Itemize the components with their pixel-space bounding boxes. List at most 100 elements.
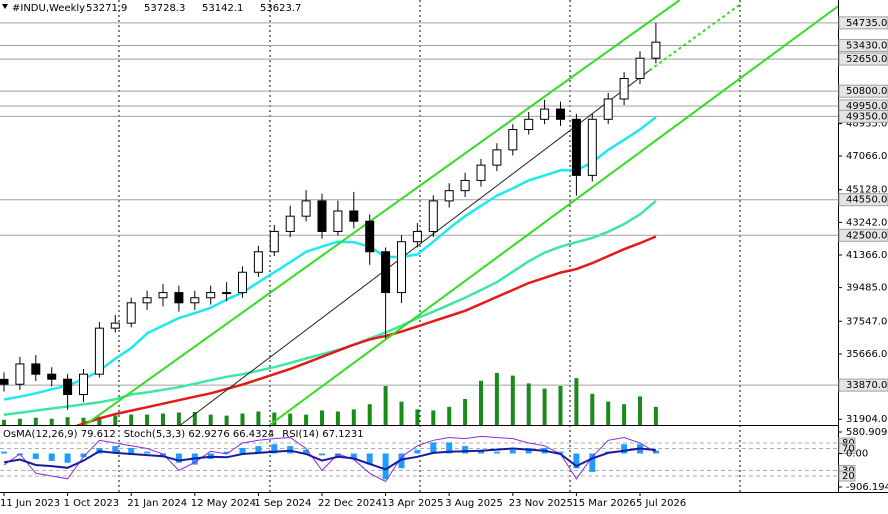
osc-level-box: [838, 470, 856, 482]
volume-bar: [256, 411, 261, 425]
x-tick-label: 15 Mar 2026: [572, 498, 635, 509]
indicator-label: RSI(14) 67.1231: [282, 429, 363, 440]
volume-bar: [558, 386, 563, 425]
osma-bar: [223, 451, 230, 454]
candle-body: [508, 129, 518, 151]
candle-body: [381, 251, 391, 294]
oscillator-plot: [0, 435, 838, 483]
candle-body: [397, 241, 406, 294]
volume-bar: [208, 414, 213, 425]
trend-line: [648, 3, 741, 72]
moving-average: [75, 235, 657, 425]
y-tick-label: 47066.0: [846, 151, 887, 162]
candle-body: [174, 292, 184, 304]
x-tick-label: 1 Oct 2023: [64, 498, 119, 509]
volume-bar: [351, 409, 356, 425]
volume-bar: [590, 393, 595, 425]
candle-body: [206, 292, 216, 299]
volume-bar: [415, 409, 420, 425]
x-tick-label: 23 Nov 2025: [509, 498, 573, 509]
osma-bar: [271, 444, 278, 454]
volume-bar: [526, 383, 531, 425]
volume-bar: [431, 410, 436, 425]
level-label: 54735.0: [846, 18, 887, 29]
x-tick-label: 5 Jul 2026: [636, 498, 686, 509]
candle-body: [269, 230, 279, 253]
volume-bar: [192, 412, 197, 425]
candle-body: [540, 108, 550, 120]
candle-body: [0, 378, 9, 385]
candle-body: [31, 363, 41, 375]
trend-line: [84, 0, 681, 425]
volume-bar: [97, 416, 102, 425]
main-plot: [0, 0, 838, 425]
candle-body: [619, 78, 629, 100]
level-label-box: [838, 39, 888, 53]
volume-bar: [367, 404, 372, 425]
candle-body: [603, 98, 613, 120]
volume-bar: [81, 417, 86, 425]
candle-body: [142, 297, 152, 304]
level-label: 52650.0: [846, 54, 887, 65]
osma-bar: [319, 453, 325, 456]
x-tick-label: 12 May 2024: [191, 498, 256, 509]
volume-bar: [542, 388, 547, 425]
volume-bar: [224, 415, 229, 425]
volume-bar: [49, 418, 54, 425]
volume-bar: [638, 396, 642, 425]
x-tick-label: 11 Jun 2023: [0, 498, 60, 509]
osma-bar: [493, 451, 500, 454]
level-label: 44550.0: [846, 195, 887, 206]
osc-level-label: 70: [842, 444, 855, 455]
candle-body: [63, 378, 73, 395]
candle-body: [492, 149, 502, 166]
osma-bar: [175, 453, 182, 463]
candle-body: [317, 200, 327, 232]
volume-bar: [510, 375, 515, 425]
level-label-box: [838, 193, 888, 207]
osma-bar: [48, 453, 55, 461]
osma-bar: [1, 451, 7, 454]
level-label-box: [838, 378, 888, 392]
level-label-box: [838, 228, 888, 242]
osma-bar: [32, 453, 39, 460]
volume-bar: [383, 386, 388, 425]
candle-body: [556, 108, 565, 120]
volume-bar: [304, 414, 309, 425]
volume-bar: [479, 380, 483, 425]
level-label-box: [838, 84, 888, 98]
level-label: 42500.0: [846, 230, 887, 241]
x-tick-label: 3 Aug 2025: [445, 498, 503, 509]
volume-bar: [65, 417, 70, 425]
volume-bar: [240, 413, 245, 425]
header-value: 53271.9: [86, 3, 127, 14]
osc-y-tick-label: 0.00: [846, 448, 868, 459]
y-tick-label: 43242.0: [846, 217, 887, 228]
volume-bar: [17, 418, 22, 425]
x-tick-label: 21 Jan 2024: [127, 498, 187, 509]
candle-body: [428, 200, 438, 232]
candle-body: [349, 210, 359, 222]
x-tick-label: 1 Sep 2024: [254, 498, 311, 509]
osma-bar: [128, 447, 135, 454]
candle-body: [126, 302, 136, 324]
y-tick-label: 39485.0: [846, 283, 887, 294]
moving-average: [3, 116, 657, 401]
candle-body: [79, 373, 88, 395]
osma-bar: [334, 453, 341, 458]
rsi-line: [3, 447, 657, 471]
osma-bar: [366, 453, 373, 465]
candle-body: [253, 251, 263, 273]
volume-bar: [447, 406, 452, 425]
level-label: 33870.0: [846, 380, 887, 391]
candle-body: [524, 118, 534, 131]
osc-level-label: 20: [842, 471, 855, 482]
volume-bar: [2, 419, 6, 425]
candle-body: [190, 297, 200, 304]
osma-bar: [525, 447, 532, 454]
osma-bar: [112, 446, 119, 454]
osma-bar: [398, 453, 405, 469]
osc-y-tick-label: 580.909: [846, 427, 887, 438]
level-label-box: [838, 16, 888, 30]
